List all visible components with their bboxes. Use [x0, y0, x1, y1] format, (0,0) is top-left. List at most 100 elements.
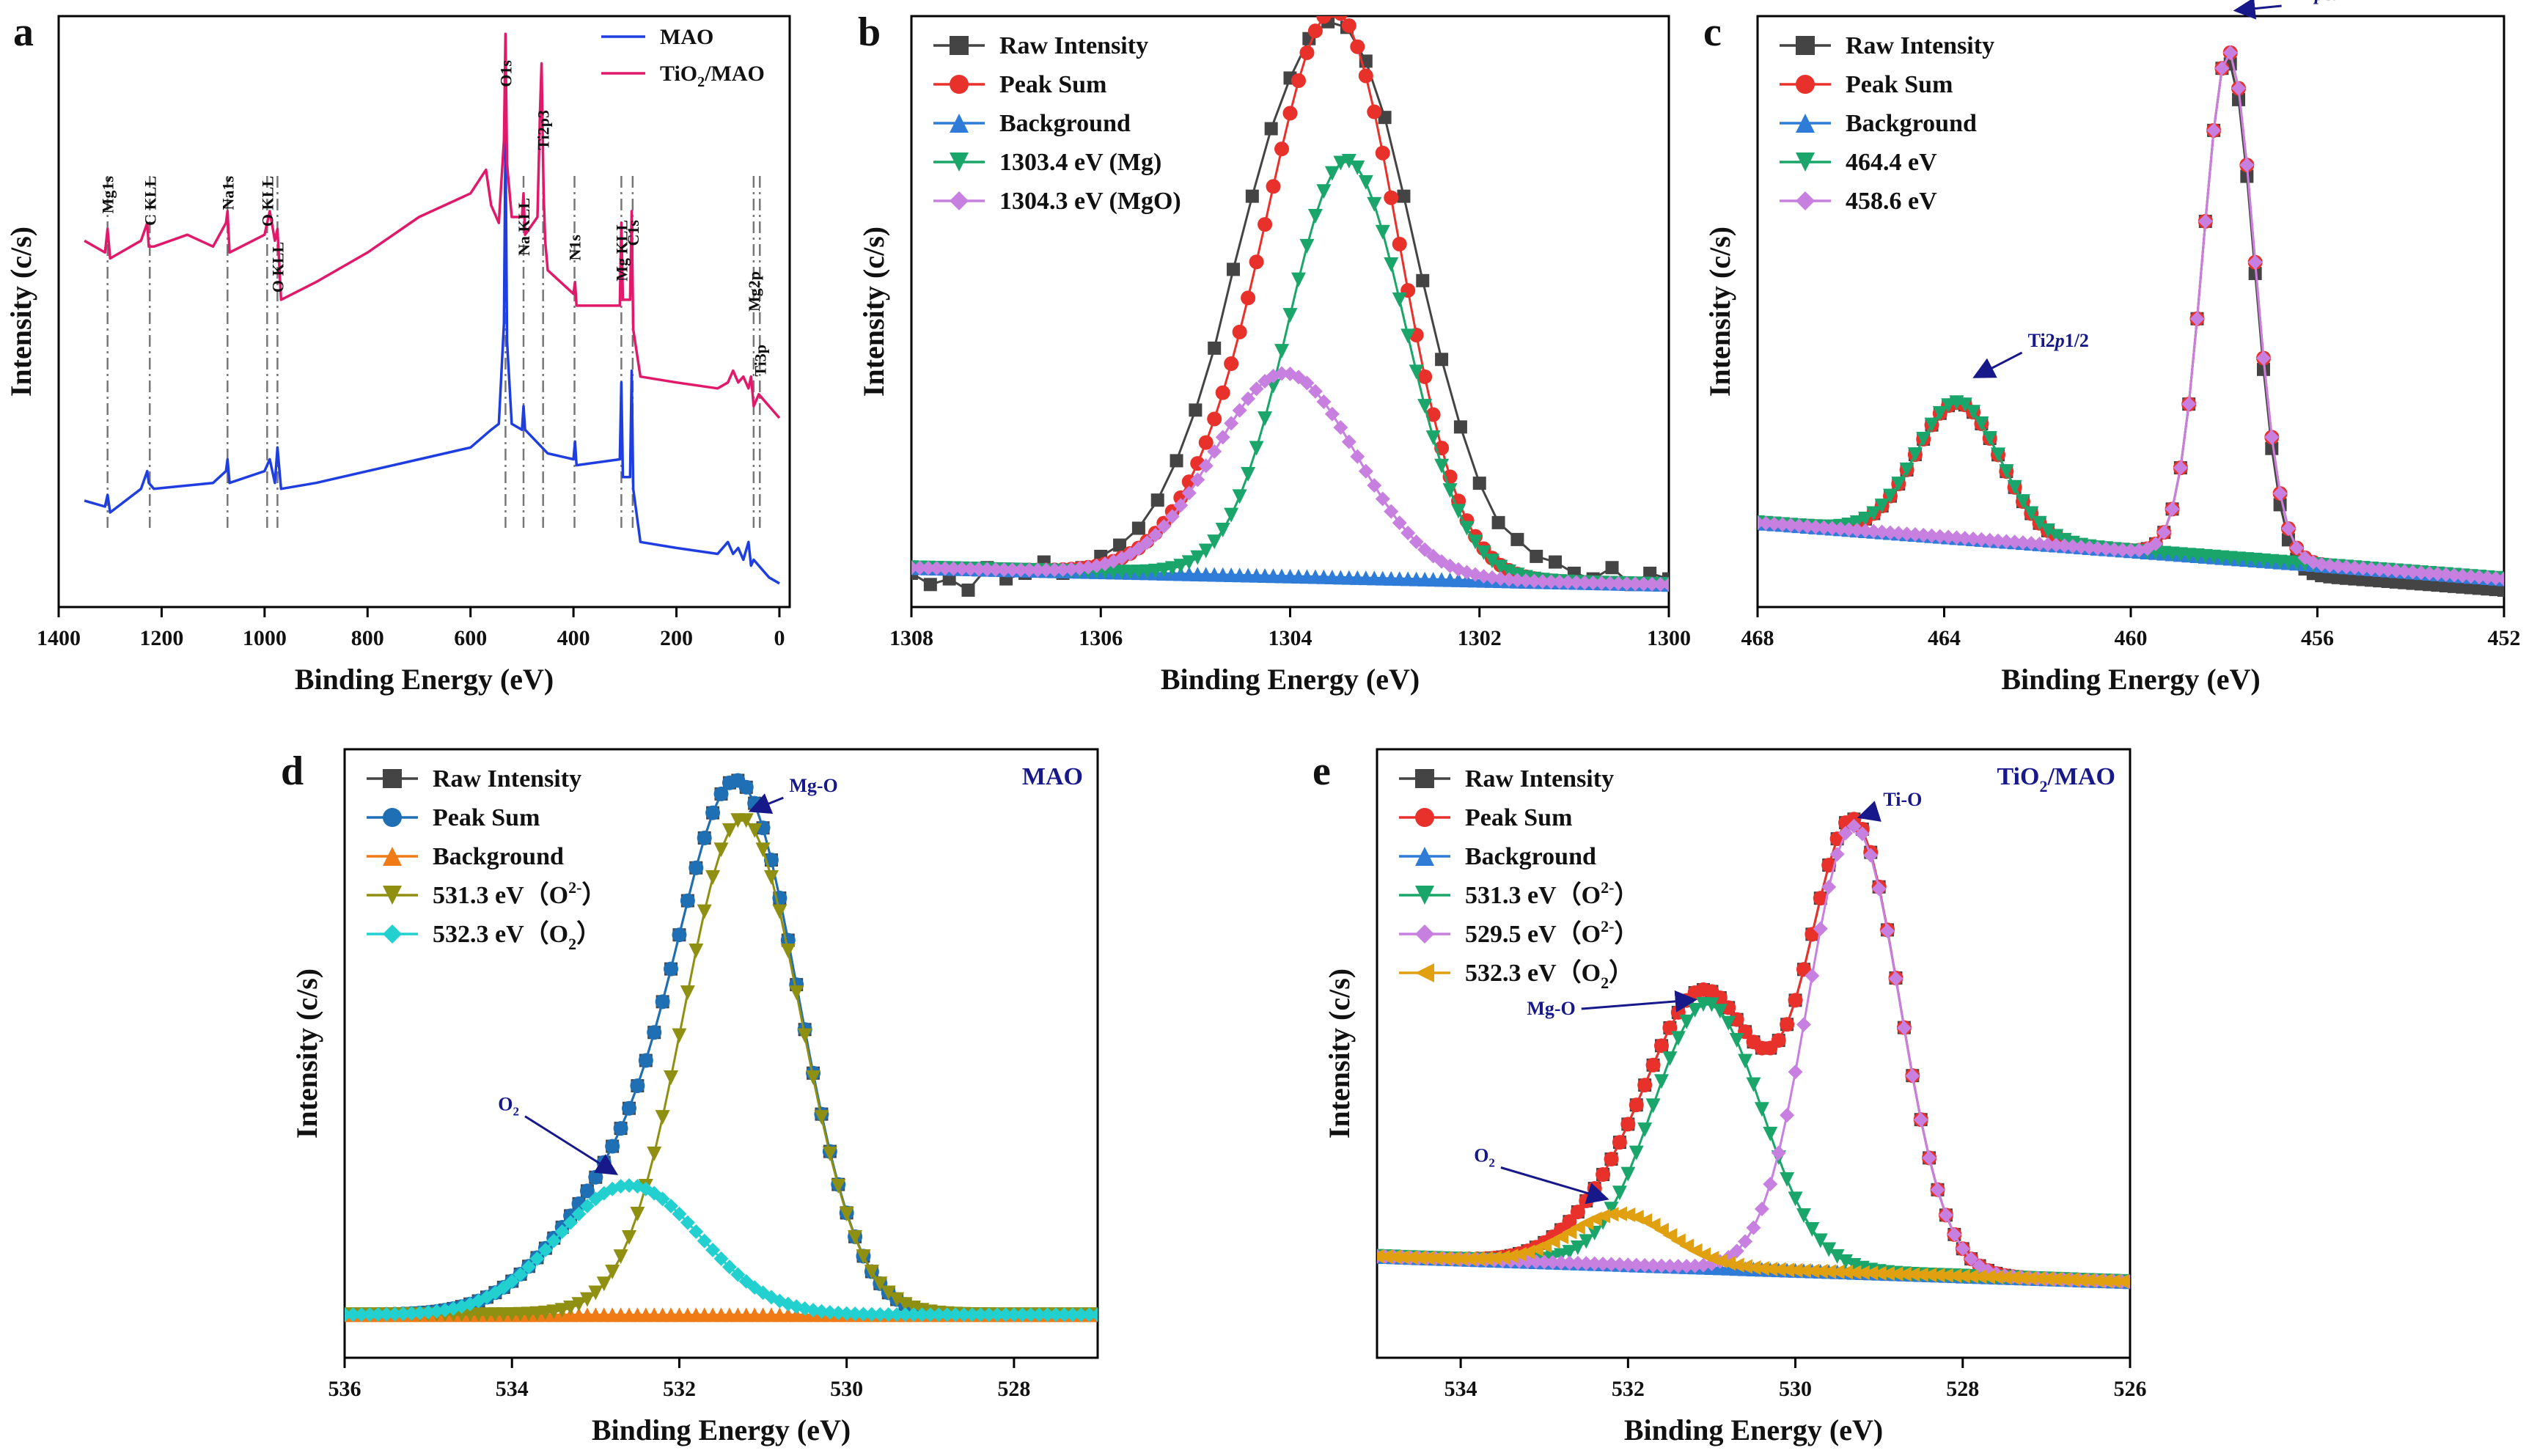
- marker-diamond: [2497, 571, 2504, 587]
- annotation-arrow: [524, 1115, 619, 1175]
- marker-square: [1245, 189, 1259, 203]
- marker-diamond: [1619, 576, 1634, 592]
- marker-triangle-down: [655, 1110, 670, 1125]
- marker-circle: [1645, 1057, 1661, 1073]
- marker-diamond: [980, 562, 995, 577]
- marker-diamond: [1409, 534, 1424, 550]
- marker-diamond: [1780, 1108, 1795, 1123]
- marker-diamond: [2380, 562, 2395, 578]
- marker-circle: [1729, 1012, 1744, 1027]
- annotation-arrow: [2233, 0, 2282, 20]
- marker-triangle-left: [2055, 1272, 2071, 1287]
- marker-diamond: [1612, 1257, 1627, 1272]
- annotation: Ti2p3/2: [2233, 0, 2349, 20]
- marker-circle: [1258, 217, 1273, 232]
- marker-diamond: [1924, 528, 1939, 543]
- marker-diamond: [1964, 1251, 1979, 1267]
- marker-triangle-left: [1863, 1265, 1879, 1281]
- panel-d: d 536 534 532 530 528 Binding Energy (eV) Inten…: [281, 748, 1099, 1446]
- marker-diamond: [889, 1307, 905, 1323]
- marker-triangle-left: [2030, 1271, 2046, 1287]
- plot-frame: [1376, 748, 2132, 1359]
- marker-diamond: [1662, 1258, 1678, 1273]
- marker-diamond: [1528, 1254, 1543, 1269]
- marker-circle: [1307, 23, 1323, 39]
- annotation-label: O KLL: [258, 176, 276, 227]
- marker-triangle-left: [1955, 1268, 1970, 1284]
- plot-frame: [343, 748, 1099, 1359]
- marker-diamond: [920, 560, 936, 576]
- marker-square: [2232, 92, 2246, 106]
- marker-diamond: [722, 1260, 737, 1275]
- marker-triangle-down: [1763, 1126, 1778, 1141]
- marker-diamond: [1013, 562, 1029, 578]
- marker-diamond: [1594, 576, 1609, 591]
- marker-triangle-down: [1662, 1051, 1678, 1067]
- legend-item: 529.5 eV（O2-）: [1399, 917, 1639, 948]
- marker-triangle-left: [1997, 1270, 2012, 1285]
- marker-diamond: [730, 1267, 746, 1282]
- marker-diamond: [1913, 1112, 1928, 1128]
- marker-triangle-down: [563, 1300, 579, 1315]
- panel-label: b: [858, 10, 881, 55]
- marker-diamond: [831, 1305, 846, 1320]
- legend-label: Peak Sum: [1465, 804, 1572, 831]
- legend-label: Peak Sum: [1846, 71, 1953, 98]
- marker-diamond: [1957, 531, 1972, 546]
- marker-triangle-down: [1375, 224, 1390, 240]
- marker-diamond: [1930, 1182, 1945, 1197]
- marker-triangle-down: [1796, 1208, 1811, 1224]
- marker-diamond: [1982, 532, 1997, 548]
- marker-diamond: [2032, 536, 2047, 551]
- marker-triangle-down: [1729, 1033, 1744, 1048]
- marker-triangle-down: [1891, 477, 1906, 492]
- marker-triangle-down: [1754, 1102, 1769, 1117]
- panel-a: a 1400 1200 1000 800 600 400 200 0 Binding Energy…: [4, 10, 791, 696]
- marker-circle: [1579, 1194, 1594, 1209]
- x-tick-label: 600: [454, 626, 487, 650]
- marker-diamond: [1400, 526, 1416, 541]
- marker-diamond: [1064, 562, 1079, 577]
- marker-triangle-down: [571, 1297, 587, 1312]
- marker-diamond: [1858, 523, 1873, 538]
- marker-triangle-down: [1821, 1242, 1837, 1257]
- marker-triangle-down: [1932, 405, 1947, 421]
- marker-diamond: [864, 1306, 879, 1322]
- marker-triangle-down: [672, 1028, 687, 1043]
- legend-item: Peak Sum: [933, 71, 1106, 98]
- marker-triangle-down: [1409, 364, 1424, 380]
- marker-diamond: [1816, 520, 1832, 535]
- marker-square: [1530, 549, 1543, 563]
- marker-diamond: [1375, 491, 1390, 507]
- marker-diamond: [1501, 572, 1516, 587]
- annotation: Ti2p1/2: [1972, 330, 2089, 378]
- marker-diamond: [2272, 486, 2288, 501]
- marker-triangle-left: [1478, 1251, 1494, 1266]
- plot-area: [345, 773, 1098, 1323]
- marker-diamond: [1224, 416, 1239, 431]
- marker-diamond: [2107, 542, 2122, 557]
- marker-diamond: [956, 1307, 972, 1323]
- marker-diamond: [1880, 923, 1895, 938]
- marker-diamond: [2049, 537, 2064, 553]
- marker-diamond: [1833, 521, 1848, 537]
- marker-triangle-left: [1964, 1268, 1979, 1284]
- marker-triangle-down: [1358, 174, 1373, 190]
- annotation-label: Ti2p1/2: [2028, 330, 2089, 351]
- marker-square: [1208, 341, 1222, 355]
- marker-diamond: [1849, 523, 1865, 538]
- marker-triangle-down: [1653, 1074, 1669, 1089]
- annotation-label: O2: [498, 1094, 519, 1119]
- marker-triangle-down: [848, 1230, 863, 1246]
- marker-diamond: [1938, 1207, 1953, 1223]
- panel-label: c: [1703, 10, 1722, 55]
- marker-triangle-down: [1604, 1202, 1619, 1217]
- x-tick-label: 452: [2488, 626, 2521, 650]
- marker-triangle-left: [1721, 1256, 1736, 1271]
- marker-diamond: [998, 1307, 1013, 1323]
- marker-diamond: [1518, 573, 1533, 589]
- legend-label: 532.3 eV（O2）: [1465, 958, 1634, 992]
- marker-circle: [647, 1025, 662, 1040]
- marker-circle: [630, 1078, 645, 1093]
- marker-diamond: [1796, 1017, 1811, 1032]
